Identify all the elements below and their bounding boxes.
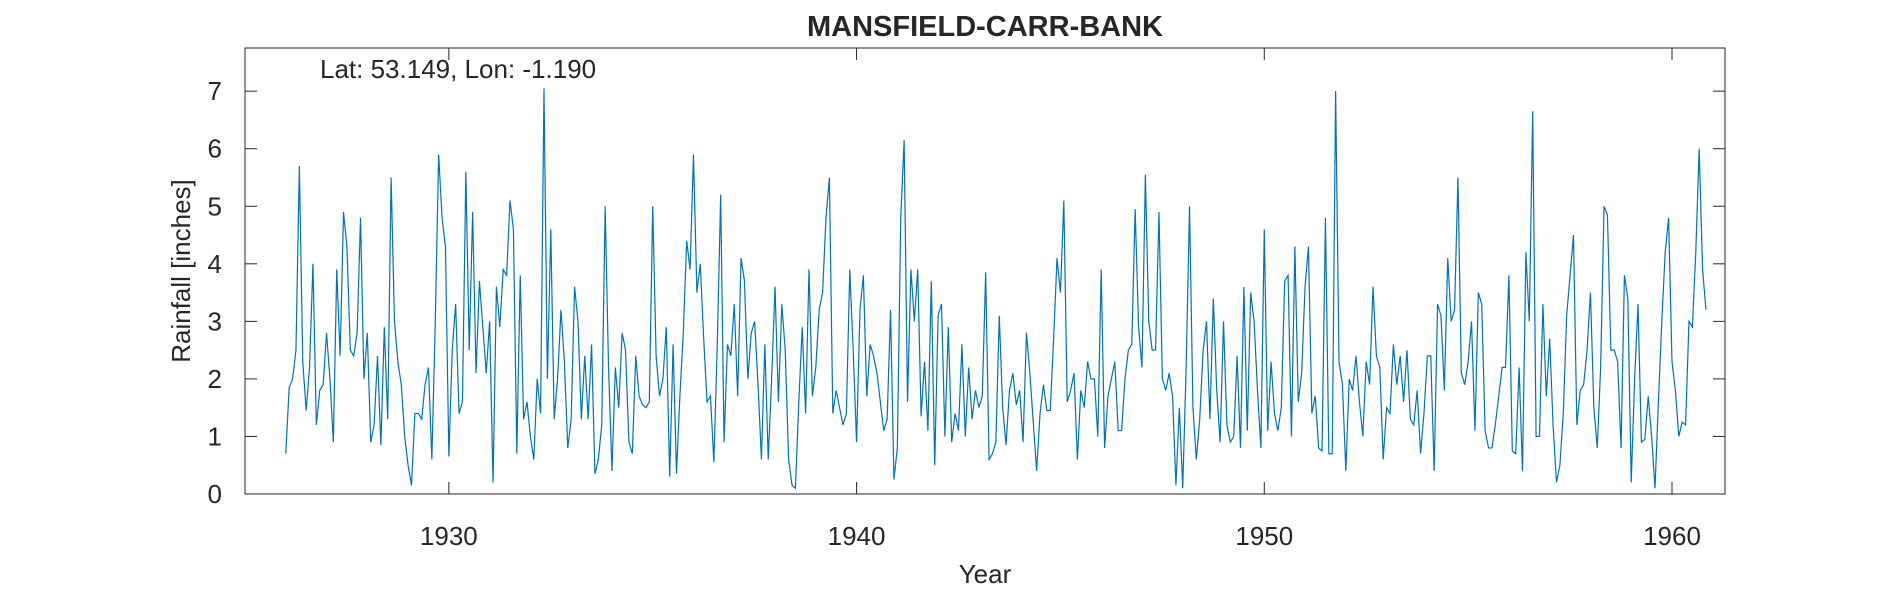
y-tick-label: 0 — [208, 479, 222, 509]
x-tick-label: 1950 — [1235, 521, 1293, 551]
y-tick-label: 4 — [208, 249, 222, 279]
location-annotation: Lat: 53.149, Lon: -1.190 — [320, 54, 596, 84]
rainfall-series-line — [285, 88, 1707, 490]
chart-title: MANSFIELD-CARR-BANK — [807, 11, 1163, 43]
x-tick-label: 1940 — [828, 521, 886, 551]
y-axis-label: Rainfall [inches] — [166, 179, 196, 363]
y-tick-label: 7 — [208, 76, 222, 106]
x-axis-label: Year — [959, 559, 1012, 589]
y-tick-label: 1 — [208, 421, 222, 451]
plot-area — [244, 47, 1726, 495]
x-axis-ticks: 1930 1940 1950 1960 — [420, 48, 1701, 551]
x-tick-label: 1930 — [420, 521, 478, 551]
y-tick-label: 2 — [208, 364, 222, 394]
x-tick-label: 1960 — [1643, 521, 1701, 551]
y-tick-label: 5 — [208, 191, 222, 221]
y-tick-label: 6 — [208, 134, 222, 164]
y-tick-label: 3 — [208, 306, 222, 336]
y-axis-ticks: 0 1 2 3 4 5 6 7 — [208, 76, 1725, 509]
